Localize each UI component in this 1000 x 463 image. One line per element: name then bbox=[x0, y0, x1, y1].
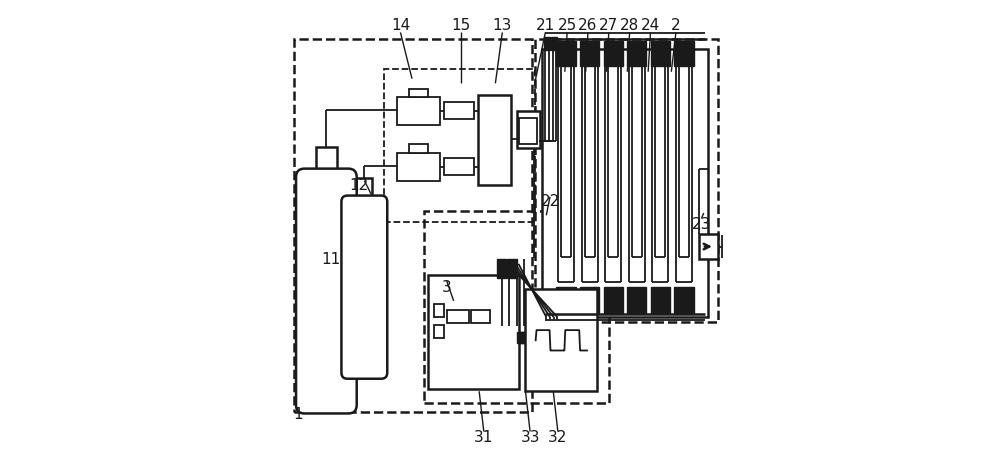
Text: 25: 25 bbox=[558, 18, 577, 33]
Text: 1: 1 bbox=[294, 407, 303, 422]
Bar bbox=[551, 37, 557, 50]
Text: 21: 21 bbox=[536, 18, 555, 33]
Bar bbox=[627, 41, 646, 66]
Bar bbox=[542, 49, 708, 317]
Bar bbox=[518, 332, 525, 343]
Bar bbox=[556, 287, 576, 313]
Bar bbox=[424, 211, 609, 403]
Text: 33: 33 bbox=[520, 430, 540, 445]
Bar bbox=[674, 41, 694, 66]
Text: 2: 2 bbox=[671, 18, 681, 33]
Bar bbox=[397, 153, 440, 181]
Text: 24: 24 bbox=[641, 18, 660, 33]
Bar bbox=[316, 147, 337, 181]
Text: 13: 13 bbox=[493, 18, 512, 33]
Bar bbox=[471, 310, 490, 323]
Bar bbox=[428, 275, 519, 389]
Text: 31: 31 bbox=[474, 430, 493, 445]
Text: 23: 23 bbox=[692, 217, 711, 232]
Bar bbox=[444, 158, 474, 175]
Text: 12: 12 bbox=[349, 178, 368, 193]
Bar bbox=[699, 234, 718, 259]
Bar bbox=[525, 289, 597, 391]
FancyBboxPatch shape bbox=[341, 195, 387, 379]
Bar bbox=[447, 310, 469, 323]
Text: 11: 11 bbox=[321, 252, 341, 267]
Bar bbox=[507, 259, 517, 278]
Bar bbox=[409, 144, 428, 153]
Bar bbox=[478, 95, 511, 185]
Bar bbox=[384, 69, 535, 222]
Bar bbox=[580, 287, 599, 313]
FancyBboxPatch shape bbox=[296, 169, 357, 413]
Bar bbox=[604, 41, 623, 66]
Text: 27: 27 bbox=[599, 18, 618, 33]
Text: 32: 32 bbox=[548, 430, 568, 445]
Bar bbox=[434, 325, 444, 338]
Text: 26: 26 bbox=[578, 18, 598, 33]
Text: 3: 3 bbox=[442, 280, 452, 294]
Bar bbox=[434, 304, 444, 317]
Bar bbox=[294, 39, 532, 412]
Bar bbox=[409, 89, 428, 97]
Text: 22: 22 bbox=[540, 194, 560, 209]
Text: 15: 15 bbox=[451, 18, 470, 33]
Bar bbox=[397, 97, 440, 125]
Text: 28: 28 bbox=[620, 18, 639, 33]
Bar bbox=[604, 287, 623, 313]
Bar bbox=[651, 287, 670, 313]
Bar bbox=[544, 37, 550, 50]
Bar bbox=[356, 178, 372, 205]
Bar bbox=[517, 111, 540, 148]
Bar bbox=[519, 118, 537, 144]
Bar bbox=[517, 332, 524, 343]
Bar bbox=[444, 102, 474, 119]
Bar bbox=[556, 41, 576, 66]
Bar bbox=[497, 259, 506, 278]
Bar bbox=[674, 287, 694, 313]
Bar bbox=[580, 41, 599, 66]
Bar bbox=[535, 39, 718, 322]
Text: 14: 14 bbox=[391, 18, 410, 33]
Bar bbox=[651, 41, 670, 66]
Bar bbox=[627, 287, 646, 313]
